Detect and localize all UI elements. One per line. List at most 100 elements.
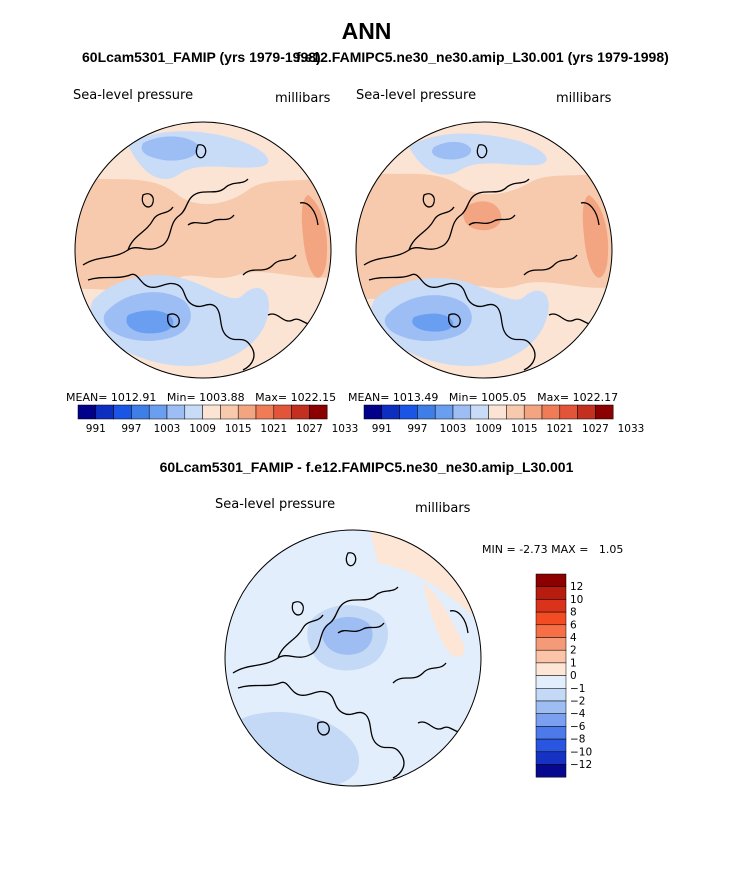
difference-colorbar-swatch: [535, 738, 567, 753]
panel-2-colorbar-swatch: [417, 404, 436, 420]
max-value: 1022.15: [290, 391, 337, 404]
panel-1-colorbar-tick-label: 1003: [154, 423, 181, 435]
panel-1-colorbar-tick-label: 1027: [296, 423, 323, 435]
high-pressure-region: [75, 175, 331, 292]
panel-1-colorbar-swatch: [113, 404, 132, 420]
panel-2-colorbar-swatch: [363, 404, 383, 420]
panel-2-polar-map: [355, 121, 613, 379]
difference-colorbar-swatch: [535, 624, 567, 638]
panel-1-colorbar-swatch: [291, 404, 310, 420]
coastlines: [363, 144, 600, 371]
max-label: Max=: [255, 391, 288, 404]
mean-label: MEAN=: [348, 391, 390, 404]
difference-polar-map: [224, 529, 482, 787]
max-value: 1.05: [598, 543, 624, 556]
difference-colorbar-label: 2: [570, 645, 577, 657]
difference-colorbar-swatch: [535, 751, 567, 765]
high-pressure-core: [582, 195, 609, 278]
panel-2-colorbar-swatch: [399, 404, 418, 420]
difference-colorbar-label: 8: [570, 607, 577, 619]
panel-2-colorbar-swatch: [488, 404, 507, 420]
difference-title: 60Lcam5301_FAMIP - f.e12.FAMIPC5.ne30_ne…: [159, 459, 574, 475]
panel-2-colorbar: 991 997 1003 1009 1015 1021 1027 1033: [363, 404, 644, 435]
panel-1-colorbar-tick-label: 991: [86, 423, 106, 435]
panel-1-colorbar-swatch: [131, 404, 150, 420]
panel-1-polar-map: [74, 121, 332, 379]
panel-1-colorbar-swatch: [148, 404, 168, 420]
panel-1-units-label: millibars: [275, 91, 331, 106]
min-label: Min=: [448, 391, 478, 404]
panel-2-stats: MEAN= 1013.49 Min= 1005.05 Max= 1022.17: [348, 391, 618, 404]
panel-1-colorbar-tick-label: 997: [121, 423, 141, 435]
panel-1-colorbar-swatch: [184, 404, 203, 420]
difference-colorbar-swatch: [535, 649, 567, 664]
panel-1-colorbar-tick-label: 1021: [260, 423, 287, 435]
min-value: -2.73: [519, 543, 548, 556]
panel-2-colorbar-swatch: [470, 404, 489, 420]
difference-colorbar-swatch: [535, 586, 567, 600]
high-pressure-region: [356, 170, 612, 302]
difference-units-label: millibars: [415, 501, 471, 516]
panel-1-stats: MEAN= 1012.91 Min= 1003.88 Max= 1022.15: [66, 391, 336, 404]
panel-1-case-title: 60Lcam5301_FAMIP (yrs 1979-1998): [82, 49, 321, 65]
panel-2-colorbar-swatch: [523, 404, 543, 420]
low-pressure-core-south: [412, 313, 454, 332]
high-pressure-core: [301, 195, 328, 278]
difference-colorbar-swatch: [535, 611, 567, 626]
difference-colorbar-label: −2: [570, 696, 585, 708]
panel-1-colorbar-swatch: [202, 404, 221, 420]
low-pressure-core-north: [141, 136, 199, 161]
panel-2-colorbar-swatch: [559, 404, 578, 420]
panel-2-colorbar-tick-label: 1009: [475, 423, 502, 435]
panel-2-colorbar-tick-label: 1015: [511, 423, 538, 435]
difference-colorbar-swatch: [535, 599, 567, 613]
main-title: ANN: [341, 18, 392, 44]
min-label: MIN =: [482, 543, 516, 556]
panel-1-colorbar-swatch: [309, 404, 328, 420]
panel-2-colorbar-tick-label: 1021: [546, 423, 573, 435]
max-value: 1022.17: [572, 391, 619, 404]
difference-variable-label: Sea-level pressure: [215, 497, 336, 512]
difference-colorbar-swatch: [535, 726, 567, 740]
panel-2-colorbar-swatch: [577, 404, 596, 420]
difference-colorbar-label: −8: [570, 734, 585, 746]
panel-2-colorbar-tick-label: 1033: [618, 423, 645, 435]
difference-colorbar-label: −6: [570, 721, 586, 733]
panel-1-colorbar-tick-label: 1015: [225, 423, 252, 435]
panel-2-colorbar-tick-label: 997: [407, 423, 427, 435]
panel-2-colorbar-tick-label: 991: [372, 423, 392, 435]
panel-2-colorbar-swatch: [452, 404, 472, 420]
mean-label: MEAN=: [66, 391, 108, 404]
positive-region-east: [423, 583, 465, 657]
difference-colorbar-swatch: [535, 713, 567, 727]
panel-1-colorbar-tick-label: 1009: [189, 423, 216, 435]
negative-center-core: [322, 617, 373, 655]
low-pressure-core-north: [432, 141, 472, 160]
min-value: 1003.88: [199, 391, 245, 404]
difference-colorbar-label: 12: [570, 581, 583, 593]
panel-2-colorbar-tick-label: 1027: [582, 423, 609, 435]
panel-1-colorbar: 991 997 1003 1009 1015 1021 1027 1033: [77, 404, 358, 435]
min-value: 1005.05: [481, 391, 527, 404]
panel-2-colorbar-tick-label: 1003: [440, 423, 467, 435]
difference-colorbar-label: 0: [570, 670, 577, 682]
panel-1-colorbar-swatch: [77, 404, 97, 420]
difference-colorbar-label: 10: [570, 594, 583, 606]
low-pressure-core-south: [126, 310, 174, 334]
panel-2-variable-label: Sea-level pressure: [356, 88, 477, 103]
difference-colorbar-swatch: [535, 764, 567, 778]
coastlines: [232, 552, 469, 779]
difference-colorbar-swatch: [535, 675, 567, 689]
difference-stats: MIN = -2.73 MAX = 1.05: [482, 543, 623, 556]
panel-2-colorbar-swatch: [381, 404, 400, 420]
difference-colorbar-label: 6: [570, 619, 577, 631]
min-label: Min=: [166, 391, 196, 404]
difference-colorbar-label: −1: [570, 683, 585, 695]
panel-1-colorbar-swatch: [166, 404, 186, 420]
panel-1-colorbar-swatch: [237, 404, 257, 420]
max-label: MAX =: [551, 543, 589, 556]
panel-2-colorbar-swatch: [595, 404, 614, 420]
difference-colorbar-label: −10: [570, 746, 592, 758]
difference-colorbar-label: 1: [570, 657, 577, 669]
